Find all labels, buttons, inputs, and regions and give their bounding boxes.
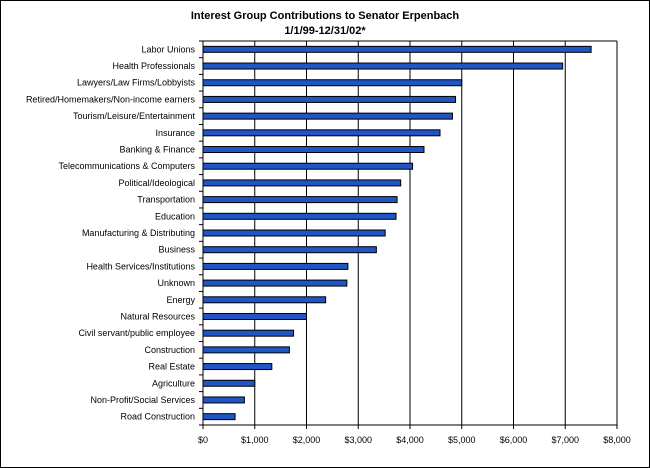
x-tick-label: $8,000 (603, 435, 631, 445)
bar (202, 112, 453, 120)
category-label: Health Professionals (112, 61, 195, 71)
category-label: Transportation (137, 195, 195, 205)
x-tick-label: $5,000 (448, 435, 476, 445)
bar (202, 129, 441, 137)
axes (199, 40, 618, 429)
category-label: Manufacturing & Distributing (82, 228, 195, 238)
x-tick-label: $1,000 (241, 435, 269, 445)
bar (202, 346, 290, 354)
category-labels: Labor Unions Health Professionals Lawyers/… (26, 44, 196, 421)
category-label: Banking & Finance (119, 145, 195, 155)
category-label: Retired/Homemakers/Non-income earners (26, 94, 196, 104)
bar (202, 179, 402, 187)
bar (202, 95, 457, 103)
category-label: Non-Profit/Social Services (90, 395, 195, 405)
bar (202, 312, 307, 320)
category-label: Agriculture (152, 378, 195, 388)
bar (202, 329, 295, 337)
category-label: Road Construction (120, 412, 195, 422)
bar (202, 363, 273, 371)
bar (202, 45, 592, 53)
category-label: Tourism/Leisure/Entertainment (73, 111, 196, 121)
x-tick-label: $0 (198, 435, 208, 445)
bar (202, 62, 564, 70)
bar (202, 379, 256, 387)
x-tick-label: $6,000 (500, 435, 528, 445)
bar (202, 413, 236, 421)
chart-title: Interest Group Contributions to Senator … (191, 10, 460, 22)
x-tick-label: $4,000 (396, 435, 424, 445)
x-tick-label: $7,000 (551, 435, 579, 445)
bar (202, 229, 386, 237)
category-label: Lawyers/Law Firms/Lobbyists (77, 78, 196, 88)
bar (202, 279, 348, 287)
category-label: Real Estate (148, 362, 195, 372)
bar (202, 162, 414, 170)
gridlines (254, 41, 618, 425)
category-label: Labor Unions (141, 44, 195, 54)
category-label: Insurance (155, 128, 195, 138)
x-tick-label: $2,000 (293, 435, 321, 445)
bar (202, 296, 327, 304)
bar (202, 146, 425, 154)
bars (202, 45, 592, 421)
bar (202, 212, 397, 220)
category-label: Civil servant/public employee (78, 328, 195, 338)
category-label: Unknown (157, 278, 195, 288)
chart-subtitle: 1/1/99-12/31/02* (284, 25, 366, 37)
bar (202, 262, 349, 270)
category-label: Natural Resources (120, 311, 195, 321)
category-label: Business (158, 245, 195, 255)
category-label: Education (155, 211, 195, 221)
bar (202, 196, 398, 204)
category-label: Telecommunications & Computers (58, 161, 195, 171)
x-tick-labels: $0 $1,000 $2,000 $3,000 $4,000 $5,000 $6,000 $7… (198, 435, 631, 445)
bar (202, 79, 463, 87)
category-label: Political/Ideological (118, 178, 195, 188)
category-label: Construction (144, 345, 195, 355)
x-tick-label: $3,000 (344, 435, 372, 445)
category-label: Energy (166, 295, 195, 305)
bar (202, 246, 377, 254)
bar (202, 396, 245, 404)
category-label: Health Services/Institutions (86, 261, 195, 271)
